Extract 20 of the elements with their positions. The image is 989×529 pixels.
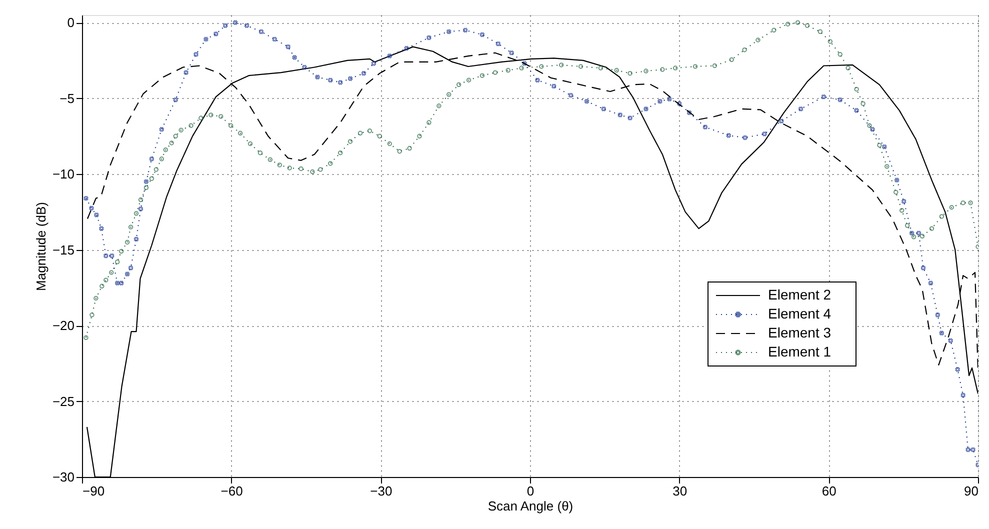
legend-label: Element 4 — [768, 306, 832, 322]
x-tick-label: 90 — [964, 484, 978, 498]
y-tick-label: −15 — [52, 242, 74, 258]
x-tick-label: 30 — [672, 484, 688, 498]
y-tick-label: −30 — [52, 470, 74, 484]
legend-label: Element 3 — [768, 324, 832, 340]
y-tick-label: −10 — [52, 166, 74, 182]
x-tick-label: −60 — [220, 484, 243, 498]
y-tick-label: −20 — [52, 318, 74, 334]
x-tick-label: −90 — [82, 484, 105, 498]
y-tick-label: −25 — [52, 394, 74, 409]
legend-label: Element 2 — [768, 286, 832, 302]
x-tick-label: 60 — [822, 484, 836, 498]
y-tick-label: 0 — [67, 15, 74, 30]
x-tick-label: −30 — [370, 484, 392, 498]
legend-label: Element 1 — [768, 344, 832, 360]
x-axis-title: Scan Angle (θ) — [488, 498, 574, 514]
y-axis-title: Magnitude (dB) — [33, 202, 48, 291]
y-tick-label: −5 — [60, 90, 74, 106]
x-tick-label: 0 — [526, 484, 534, 498]
